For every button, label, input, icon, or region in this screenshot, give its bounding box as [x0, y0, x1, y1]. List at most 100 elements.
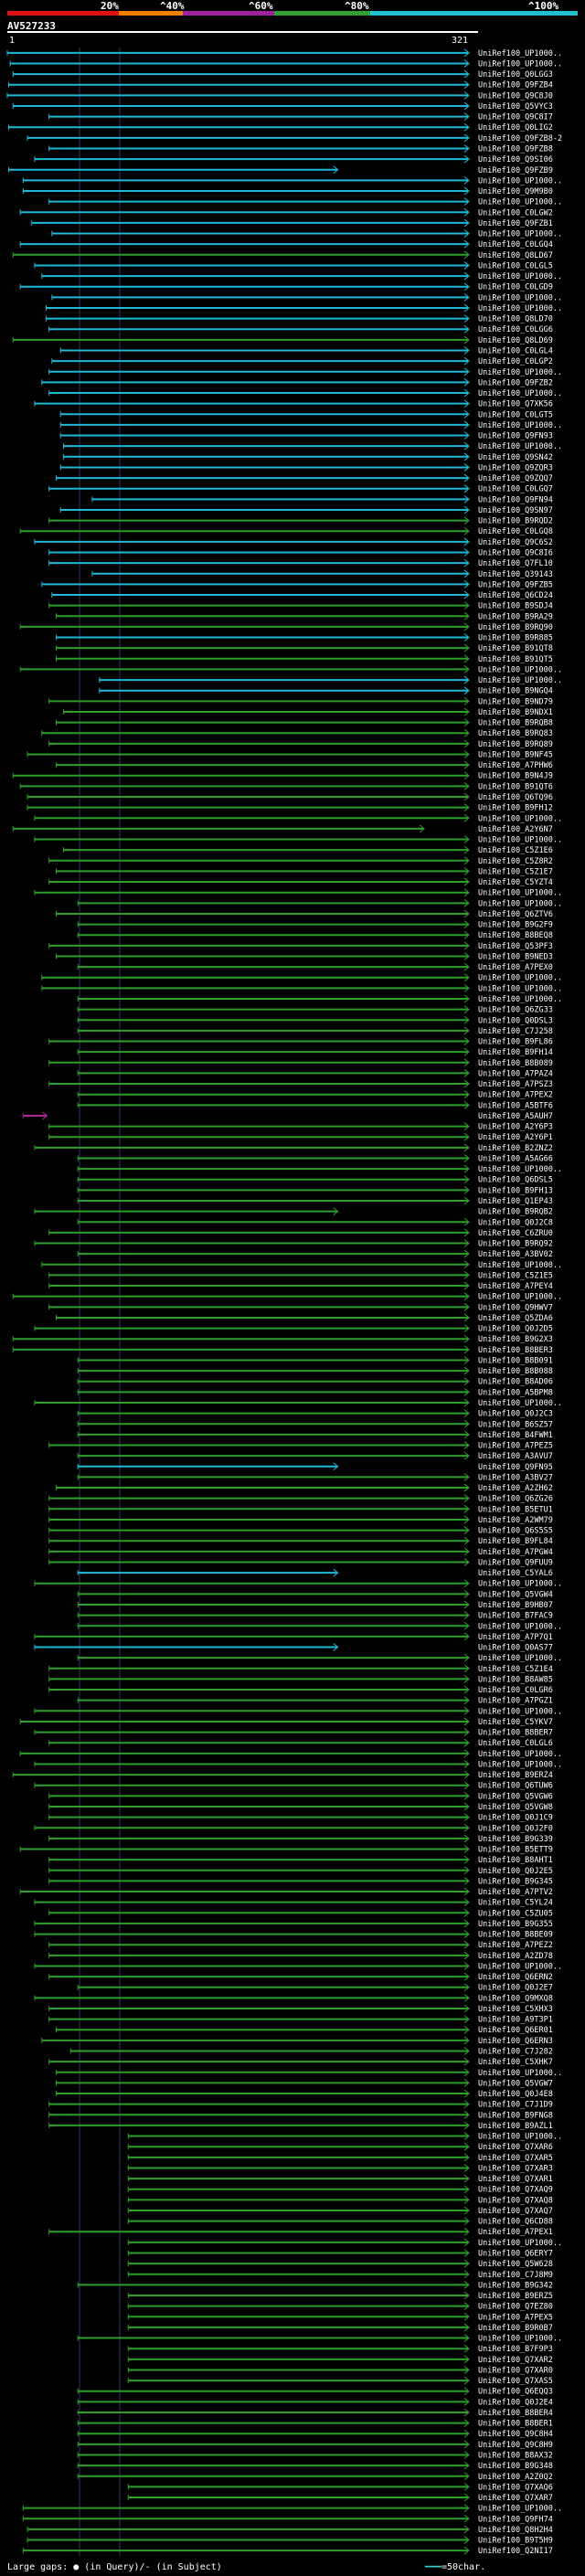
hit-label[interactable]: UniRef100_Q9SN42 [478, 453, 553, 462]
hit-label[interactable]: UniRef100_C7J1D9 [478, 2101, 553, 2110]
hit-label[interactable]: UniRef100_Q9FZB8-2 [478, 134, 562, 143]
hit-label[interactable]: UniRef100_B9G2X3 [478, 1335, 553, 1344]
hit-row[interactable]: UniRef100_UP1000.. [77, 1621, 562, 1631]
hit-label[interactable]: UniRef100_UP1000.. [478, 899, 562, 908]
hit-row[interactable]: UniRef100_B9RQ92 [34, 1239, 553, 1249]
hit-row[interactable]: UniRef100_UP1000.. [48, 367, 562, 377]
hit-row[interactable]: UniRef100_UP1000.. [48, 388, 562, 398]
hit-label[interactable]: UniRef100_Q9SN97 [478, 506, 553, 515]
hit-label[interactable]: UniRef100_C0LGD9 [478, 283, 553, 292]
hit-label[interactable]: UniRef100_C5Z1E5 [478, 1271, 553, 1280]
hit-label[interactable]: UniRef100_Q0J2E7 [478, 1984, 553, 1993]
hit-row[interactable]: UniRef100_Q7XAQ8 [127, 2195, 553, 2205]
hit-label[interactable]: UniRef100_B8AHT1 [478, 1856, 553, 1865]
hit-label[interactable]: UniRef100_Q9FZB5 [478, 580, 553, 589]
hit-row[interactable]: UniRef100_Q9FZB4 [8, 80, 553, 90]
hit-label[interactable]: UniRef100_B9AZL1 [478, 2122, 553, 2131]
hit-label[interactable]: UniRef100_B9RQ90 [478, 623, 553, 632]
hit-row[interactable]: UniRef100_B9G2X3 [12, 1334, 553, 1344]
hit-row[interactable]: UniRef100_C5XHK7 [48, 2057, 553, 2067]
hit-label[interactable]: UniRef100_Q0LIG2 [478, 123, 553, 133]
hit-label[interactable]: UniRef100_Q39143 [478, 570, 553, 579]
hit-label[interactable]: UniRef100_Q7XAR6 [478, 2143, 553, 2152]
hit-label[interactable]: UniRef100_B8BER4 [478, 2409, 553, 2418]
hit-label[interactable]: UniRef100_Q6ZG33 [478, 1006, 553, 1015]
hit-label[interactable]: UniRef100_C0LGL4 [478, 346, 553, 355]
hit-row[interactable]: UniRef100_B9NDX1 [62, 707, 553, 717]
hit-row[interactable]: UniRef100_B4FWM1 [77, 1430, 553, 1440]
hit-row[interactable]: UniRef100_A5BPM8 [77, 1387, 553, 1397]
hit-label[interactable]: UniRef100_Q0J2F0 [478, 1824, 553, 1833]
hit-row[interactable]: UniRef100_B5ETU1 [48, 1504, 553, 1514]
hit-row[interactable]: UniRef100_Q6ER01 [56, 2025, 553, 2035]
hit-label[interactable]: UniRef100_B9T5H9 [478, 2537, 553, 2546]
hit-row[interactable]: UniRef100_Q5VYC3 [12, 101, 553, 111]
hit-row[interactable]: UniRef100_Q6CD24 [51, 590, 553, 600]
hit-label[interactable]: UniRef100_UP1000.. [478, 59, 562, 69]
hit-row[interactable]: UniRef100_B8BER3 [12, 1345, 553, 1355]
hit-row[interactable]: UniRef100_C0LGQ8 [19, 526, 553, 536]
hit-row[interactable]: UniRef100_B8AW85 [48, 1675, 553, 1684]
hit-row[interactable]: UniRef100_B6SZ57 [77, 1419, 553, 1429]
hit-label[interactable]: UniRef100_Q8LD69 [478, 336, 553, 345]
hit-row[interactable]: UniRef100_B9RQ89 [48, 739, 553, 749]
hit-row[interactable]: UniRef100_Q9M9B0 [22, 186, 553, 196]
hit-row[interactable]: UniRef100_C6ZRU0 [48, 1228, 553, 1238]
hit-label[interactable]: UniRef100_Q9C8J0 [478, 91, 553, 101]
hit-label[interactable]: UniRef100_A5BTF6 [478, 1101, 553, 1110]
hit-label[interactable]: UniRef100_B9ERZ4 [478, 1771, 553, 1780]
hit-label[interactable]: UniRef100_Q7XAQ9 [478, 2186, 553, 2195]
hit-label[interactable]: UniRef100_Q9ZQQ7 [478, 474, 553, 483]
hit-row[interactable]: UniRef100_A3AVU7 [77, 1451, 553, 1461]
hit-row[interactable]: UniRef100_UP1000.. [77, 898, 562, 908]
hit-label[interactable]: UniRef100_A7PEX5 [478, 2313, 553, 2322]
hit-label[interactable]: UniRef100_Q5VGW6 [478, 1792, 553, 1801]
hit-label[interactable]: UniRef100_B91QT6 [478, 782, 553, 791]
hit-row[interactable]: UniRef100_Q6S5S5 [48, 1526, 553, 1536]
hit-label[interactable]: UniRef100_Q7XAR5 [478, 2154, 553, 2163]
hit-label[interactable]: UniRef100_Q0LGG3 [478, 70, 553, 80]
hit-row[interactable]: UniRef100_Q0J2C3 [77, 1409, 553, 1419]
hit-label[interactable]: UniRef100_B7F9P3 [478, 2345, 553, 2354]
hit-row[interactable]: UniRef100_Q9FN94 [91, 494, 553, 504]
hit-row[interactable]: UniRef100_B8BE09 [34, 1930, 553, 1940]
hit-label[interactable]: UniRef100_Q7XAS5 [478, 2377, 553, 2386]
hit-label[interactable]: UniRef100_UP1000.. [478, 230, 562, 239]
hit-row[interactable]: UniRef100_Q6EQQ3 [77, 2387, 553, 2397]
hit-label[interactable]: UniRef100_A7PHW6 [478, 761, 553, 770]
hit-row[interactable]: UniRef100_C5Z1E6 [62, 845, 553, 855]
hit-label[interactable]: UniRef100_B6SZ57 [478, 1420, 553, 1429]
hit-row[interactable]: UniRef100_A2WM79 [48, 1515, 553, 1525]
hit-label[interactable]: UniRef100_B9ND79 [478, 697, 553, 706]
hit-label[interactable]: UniRef100_Q5VGW4 [478, 1590, 553, 1599]
hit-label[interactable]: UniRef100_Q8H2H4 [478, 2526, 553, 2535]
hit-label[interactable]: UniRef100_Q8LD67 [478, 251, 553, 260]
hit-row[interactable]: UniRef100_A2Y6N7 [12, 824, 553, 834]
hit-label[interactable]: UniRef100_Q0J2C3 [478, 1410, 553, 1419]
hit-label[interactable]: UniRef100_UP1000.. [478, 49, 562, 58]
hit-row[interactable]: UniRef100_A5BTF6 [77, 1100, 553, 1110]
hit-label[interactable]: UniRef100_B9RA29 [478, 612, 553, 621]
hit-label[interactable]: UniRef100_UP1000.. [478, 293, 562, 302]
hit-label[interactable]: UniRef100_C0LGQ8 [478, 527, 553, 536]
hit-label[interactable]: UniRef100_B9N4J9 [478, 772, 553, 781]
hit-label[interactable]: UniRef100_A2ZH62 [478, 1484, 553, 1493]
hit-row[interactable]: UniRef100_Q9SN42 [62, 452, 553, 462]
hit-label[interactable]: UniRef100_B9R885 [478, 634, 553, 643]
hit-row[interactable]: UniRef100_Q7XAR3 [127, 2164, 553, 2173]
hit-label[interactable]: UniRef100_UP1000.. [478, 1293, 562, 1302]
hit-row[interactable]: UniRef100_B8BER7 [34, 1728, 553, 1738]
hit-label[interactable]: UniRef100_B5ETT9 [478, 1846, 553, 1855]
hit-label[interactable]: UniRef100_UP1000.. [478, 1165, 562, 1174]
hit-row[interactable]: UniRef100_Q6ZG26 [48, 1494, 553, 1504]
hit-label[interactable]: UniRef100_C0LGG6 [478, 325, 553, 334]
hit-row[interactable]: UniRef100_A2ZH62 [56, 1483, 553, 1493]
hit-label[interactable]: UniRef100_B9FNG8 [478, 2111, 553, 2120]
hit-row[interactable]: UniRef100_UP1000.. [19, 665, 562, 674]
hit-row[interactable]: UniRef100_B9G339 [48, 1834, 553, 1844]
hit-row[interactable]: UniRef100_Q53PF3 [48, 941, 553, 951]
hit-row[interactable]: UniRef100_Q0J2E5 [48, 1866, 553, 1876]
hit-label[interactable]: UniRef100_UP1000.. [478, 389, 562, 398]
hit-row[interactable]: UniRef100_Q0J4E8 [56, 2089, 553, 2099]
hit-row[interactable]: UniRef100_C5ZU05 [48, 1908, 553, 1918]
